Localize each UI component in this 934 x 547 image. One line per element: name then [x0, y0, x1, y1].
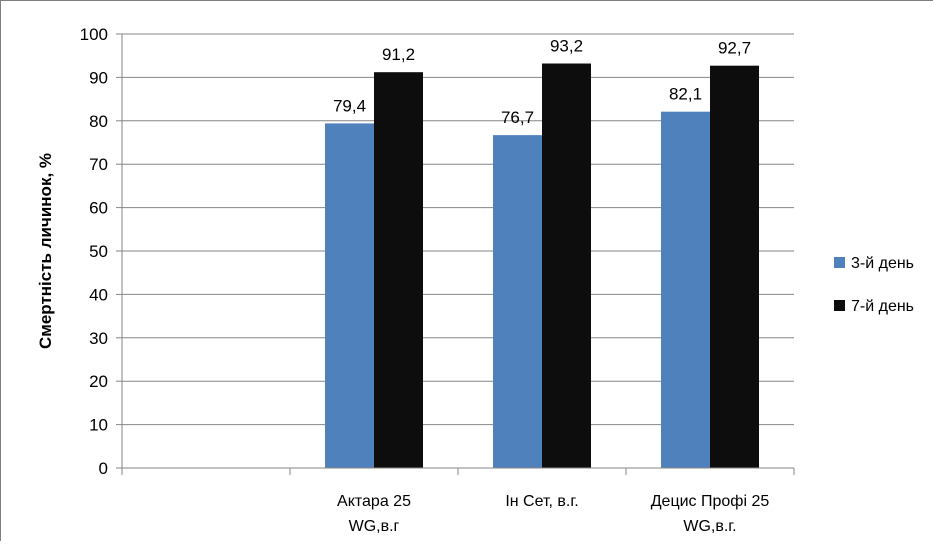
data-label: 82,1	[669, 85, 702, 104]
y-tick-label: 50	[89, 242, 108, 261]
y-tick-label: 70	[89, 155, 108, 174]
x-tick-label: Актара 25	[337, 493, 411, 510]
bars	[325, 63, 759, 469]
data-label: 79,4	[333, 96, 366, 115]
data-labels: 79,4 76,7 82,1 91,2 93,2 92,7	[333, 37, 751, 128]
gridlines	[122, 33, 794, 426]
y-tick-label: 40	[89, 285, 108, 304]
bar	[374, 72, 423, 468]
y-tick-label: 90	[89, 68, 108, 87]
data-label: 76,7	[501, 108, 534, 127]
y-tick-label: 0	[99, 459, 108, 478]
data-label: 91,2	[382, 45, 415, 64]
data-label: 93,2	[550, 37, 583, 56]
legend-swatch	[834, 300, 845, 311]
x-tick-label: Децис Профі 25	[651, 493, 770, 510]
axes	[116, 33, 795, 475]
legend: 3-й день 7-й день	[834, 255, 914, 315]
bar	[325, 123, 374, 469]
bar	[661, 111, 710, 468]
bar	[710, 65, 759, 468]
y-tick-label: 100	[80, 25, 108, 44]
x-tick-label: WG,в.г.	[683, 518, 736, 535]
y-tick-label: 80	[89, 112, 108, 131]
bar	[542, 63, 591, 469]
x-tick-label: WG,в.г	[349, 518, 400, 535]
x-tick-labels: Актара 25 WG,в.г Ін Сет, в.г. Децис Профі 2…	[337, 493, 769, 535]
y-tick-label: 20	[89, 372, 108, 391]
bar	[493, 135, 542, 468]
y-tick-label: 10	[89, 416, 108, 435]
legend-label: 3-й день	[851, 255, 914, 272]
y-axis-title: Смертність личинок, %	[36, 153, 55, 349]
y-tick-label: 30	[89, 329, 108, 348]
y-tick-label: 60	[89, 199, 108, 218]
data-label: 92,7	[718, 39, 751, 58]
legend-swatch	[834, 257, 845, 268]
legend-label: 7-й день	[851, 298, 914, 315]
y-tick-labels: 0 10 20 30 40 50 60 70 80 90 100	[80, 25, 108, 478]
x-tick-label: Ін Сет, в.г.	[505, 493, 578, 510]
